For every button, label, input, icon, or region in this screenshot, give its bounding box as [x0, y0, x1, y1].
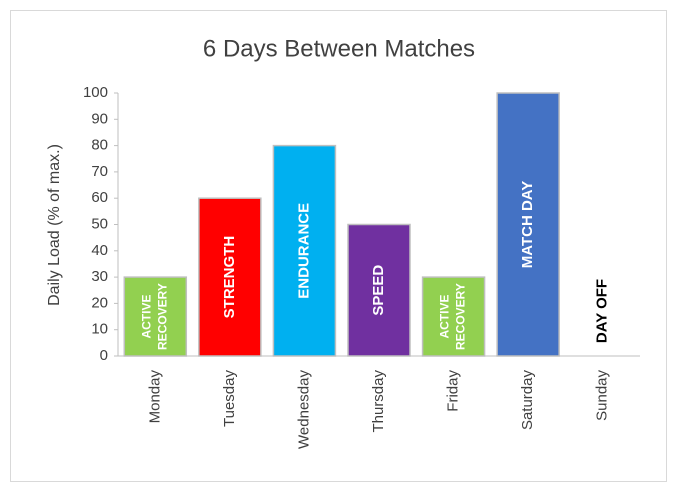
bar-label: ACTIVE [438, 295, 452, 339]
chart-border [10, 10, 667, 482]
chart-title: 6 Days Between Matches [203, 35, 475, 62]
y-tick-label: 10 [91, 321, 108, 338]
y-tick-label: 80 [91, 137, 108, 154]
x-tick-label: Friday [445, 370, 462, 412]
y-tick-label: 60 [91, 189, 108, 206]
bar [198, 197, 262, 357]
y-axis-label: Daily Load (% of max.) [46, 144, 63, 306]
bar-label: ENDURANCE [295, 203, 312, 299]
y-tick-label: 0 [100, 347, 108, 364]
y-tick-label: 20 [91, 294, 108, 311]
x-tick-label: Tuesday [221, 370, 238, 427]
bar [123, 276, 188, 357]
y-tick-label: 100 [83, 84, 108, 101]
x-tick-label: Thursday [370, 370, 387, 433]
y-tick-label: 50 [91, 215, 108, 232]
bar-label: MATCH DAY [519, 181, 536, 269]
x-tick-label: Saturday [519, 370, 536, 431]
bar-label: RECOVERY [155, 283, 169, 350]
bar-label: RECOVERY [454, 283, 468, 350]
bar-label: ACTIVE [139, 295, 153, 339]
y-tick-label: 70 [91, 163, 108, 180]
x-tick-label: Monday [146, 370, 163, 424]
bar [272, 144, 337, 357]
x-tick-label: Sunday [594, 370, 611, 421]
y-tick-label: 90 [91, 110, 108, 127]
y-tick-label: 40 [91, 242, 108, 259]
bar-label: SPEED [370, 265, 387, 316]
bar [421, 276, 486, 357]
y-tick-label: 30 [91, 268, 108, 285]
bar [347, 223, 411, 357]
bar-label: STRENGTH [221, 236, 238, 319]
x-tick-label: Wednesday [295, 370, 312, 449]
bar-label: DAY OFF [594, 279, 611, 343]
bar [496, 92, 560, 357]
